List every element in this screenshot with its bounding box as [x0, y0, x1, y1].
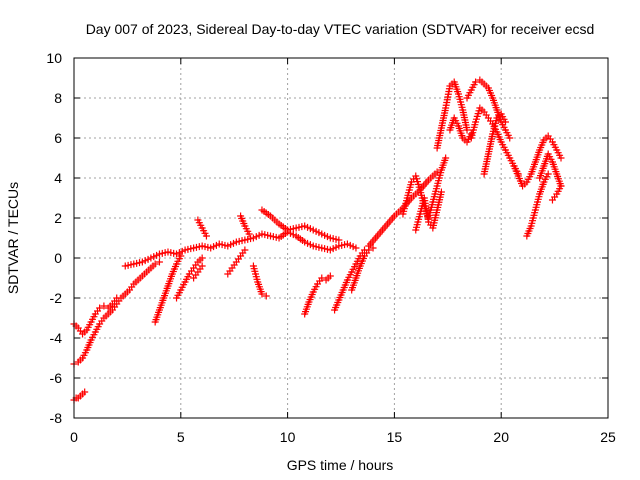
data-point-marker [241, 246, 249, 254]
data-point-marker [437, 188, 445, 196]
data-point-marker [442, 154, 450, 162]
series-arc-osc-2 [412, 188, 445, 234]
series-arc-late-4 [548, 182, 565, 204]
data-point-marker [352, 244, 360, 252]
series-arc-bump-3 [258, 206, 343, 244]
data-point-marker [198, 254, 206, 262]
series-arc-dip-3 [190, 262, 206, 282]
series-arc-late-1 [510, 132, 565, 190]
x-axis-label: GPS time / hours [287, 457, 394, 473]
data-point-marker [501, 118, 509, 126]
series-arc-main [121, 228, 360, 270]
data-point-marker [202, 232, 210, 240]
y-tick-label: -4 [50, 330, 63, 346]
series-arc-bump-2 [237, 212, 253, 238]
data-point-marker [472, 78, 480, 86]
series-arc-dip-8 [348, 244, 377, 294]
series-arc-dip-7 [331, 246, 368, 314]
data-point-marker [81, 388, 89, 396]
series-arc-dip-2 [173, 254, 206, 302]
y-tick-label: 2 [54, 210, 62, 226]
axis-ticks: 0 5 10 15 20 25 -8 -6 -4 -2 0 2 4 6 8 10 [46, 50, 616, 445]
series-arc-dip-6 [301, 272, 334, 318]
data-point-marker [113, 294, 121, 302]
series-arc-start-3 [70, 294, 121, 338]
series-arc-dip-5 [249, 262, 270, 300]
y-tick-label: 0 [54, 250, 62, 266]
data-marks [70, 76, 565, 404]
series-arc-peak-2 [446, 114, 475, 146]
data-point-marker [463, 126, 471, 134]
x-tick-label: 0 [70, 429, 78, 445]
data-point-marker [557, 154, 565, 162]
data-point-marker [100, 302, 108, 310]
data-point-marker [318, 274, 326, 282]
data-point-marker [177, 252, 185, 260]
series-arc-peak-1 [433, 78, 471, 152]
data-point-marker [335, 236, 343, 244]
data-point-marker [262, 292, 270, 300]
data-point-marker [557, 182, 565, 190]
x-tick-label: 20 [493, 429, 509, 445]
gridlines [74, 58, 608, 418]
series-arc-start-1 [70, 388, 89, 404]
series-arc-start-2 [70, 258, 163, 368]
series-arc-late-3 [536, 150, 565, 190]
x-tick-label: 5 [177, 429, 185, 445]
x-tick-label: 10 [280, 429, 296, 445]
data-point-marker [151, 260, 159, 268]
y-tick-label: 4 [54, 170, 62, 186]
data-point-marker [369, 244, 377, 252]
data-point-marker [326, 272, 334, 280]
x-tick-label: 15 [387, 429, 403, 445]
y-tick-label: 6 [54, 130, 62, 146]
data-point-marker [544, 170, 552, 178]
data-point-marker [96, 304, 104, 312]
series-arc-bump-1 [194, 216, 210, 240]
data-point-marker [506, 134, 514, 142]
y-tick-label: -6 [50, 370, 63, 386]
y-tick-label: -2 [50, 290, 63, 306]
y-axis-label: SDTVAR / TECUs [5, 182, 21, 294]
chart-title: Day 007 of 2023, Sidereal Day-to-day VTE… [86, 21, 595, 37]
series-arc-peak-5 [480, 110, 509, 178]
data-point-marker [245, 230, 253, 238]
series-arc-dip-4 [224, 246, 249, 278]
plot-frame [73, 57, 609, 419]
series-arc-late-2 [523, 170, 552, 240]
data-point-marker [258, 290, 266, 298]
x-tick-label: 25 [600, 429, 616, 445]
data-point-marker [198, 262, 206, 270]
data-point-marker [155, 258, 163, 266]
y-tick-label: -8 [50, 410, 63, 426]
y-tick-label: 8 [54, 90, 62, 106]
series-arc-dip-1 [151, 252, 185, 326]
y-tick-label: 10 [46, 50, 62, 66]
